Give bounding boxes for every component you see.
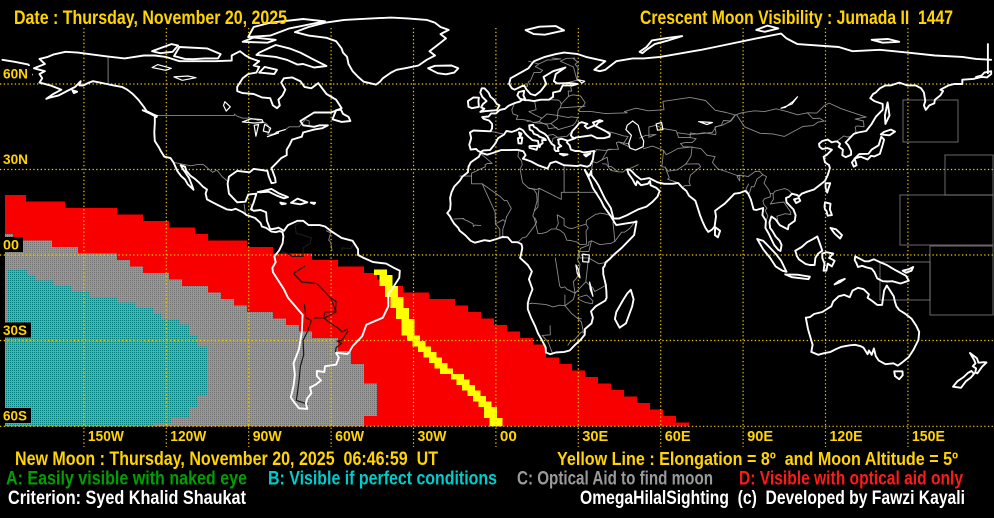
- svg-text:30S: 30S: [3, 323, 27, 338]
- svg-text:30W: 30W: [418, 428, 448, 445]
- svg-text:150E: 150E: [912, 428, 945, 445]
- svg-text:B: Visible if perfect conditio: B: Visible if perfect conditions: [268, 469, 497, 490]
- svg-text:30E: 30E: [582, 428, 608, 445]
- svg-text:120W: 120W: [170, 428, 207, 445]
- svg-text:90W: 90W: [253, 428, 283, 445]
- svg-text:OmegaHilalSighting (c) Devel: OmegaHilalSighting (c) Developed by Fawz…: [580, 488, 965, 509]
- svg-text:60S: 60S: [3, 409, 27, 424]
- svg-text:90E: 90E: [747, 428, 773, 445]
- svg-text:Date : Thursday, November 20,: Date : Thursday, November 20, 2025: [14, 8, 287, 29]
- svg-text:150W: 150W: [88, 428, 125, 445]
- svg-text:60W: 60W: [335, 428, 365, 445]
- svg-text:New Moon : Thursday, November: New Moon : Thursday, November 20, 2025 0…: [15, 449, 438, 470]
- svg-text:120E: 120E: [830, 428, 863, 445]
- svg-text:00: 00: [3, 238, 19, 253]
- svg-text:Crescent Moon Visibility : Jum: Crescent Moon Visibility : Jumada II 144…: [640, 8, 953, 29]
- svg-text:D: Visible with optical aid on: D: Visible with optical aid only: [739, 469, 963, 490]
- svg-text:Criterion: Syed Khalid Shaukat: Criterion: Syed Khalid Shaukat: [8, 488, 247, 509]
- svg-text:00: 00: [500, 428, 517, 445]
- svg-text:30N: 30N: [3, 152, 28, 167]
- svg-text:Yellow Line : Elongation = 8º: Yellow Line : Elongation = 8º and Moon A…: [557, 449, 958, 469]
- svg-text:60E: 60E: [665, 428, 691, 445]
- svg-text:C: Optical Aid to find moon: C: Optical Aid to find moon: [517, 469, 713, 490]
- svg-text:A: Easily visible with naked e: A: Easily visible with naked eye: [6, 469, 247, 490]
- svg-text:60N: 60N: [3, 67, 28, 82]
